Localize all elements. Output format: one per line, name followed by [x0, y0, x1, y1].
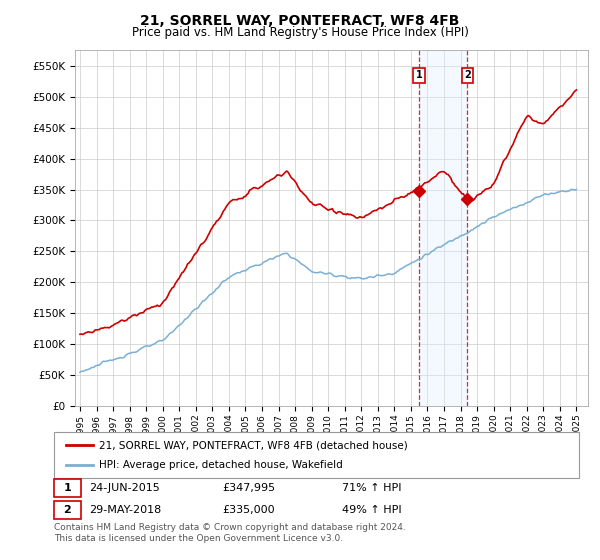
Text: HPI: Average price, detached house, Wakefield: HPI: Average price, detached house, Wake…: [99, 460, 343, 470]
Text: £335,000: £335,000: [222, 505, 275, 515]
Text: 2: 2: [64, 505, 71, 515]
Text: 29-MAY-2018: 29-MAY-2018: [89, 505, 161, 515]
Text: 21, SORREL WAY, PONTEFRACT, WF8 4FB (detached house): 21, SORREL WAY, PONTEFRACT, WF8 4FB (det…: [99, 440, 408, 450]
Text: 49% ↑ HPI: 49% ↑ HPI: [342, 505, 401, 515]
Text: 2: 2: [464, 71, 471, 80]
Text: 24-JUN-2015: 24-JUN-2015: [89, 483, 160, 493]
Text: 71% ↑ HPI: 71% ↑ HPI: [342, 483, 401, 493]
Text: £347,995: £347,995: [222, 483, 275, 493]
Text: Contains HM Land Registry data © Crown copyright and database right 2024.: Contains HM Land Registry data © Crown c…: [54, 523, 406, 532]
Bar: [419, 50, 467, 406]
Text: Price paid vs. HM Land Registry's House Price Index (HPI): Price paid vs. HM Land Registry's House …: [131, 26, 469, 39]
Text: This data is licensed under the Open Government Licence v3.0.: This data is licensed under the Open Gov…: [54, 534, 343, 543]
Text: 1: 1: [416, 71, 422, 80]
Text: 1: 1: [64, 483, 71, 493]
Text: 21, SORREL WAY, PONTEFRACT, WF8 4FB: 21, SORREL WAY, PONTEFRACT, WF8 4FB: [140, 14, 460, 28]
